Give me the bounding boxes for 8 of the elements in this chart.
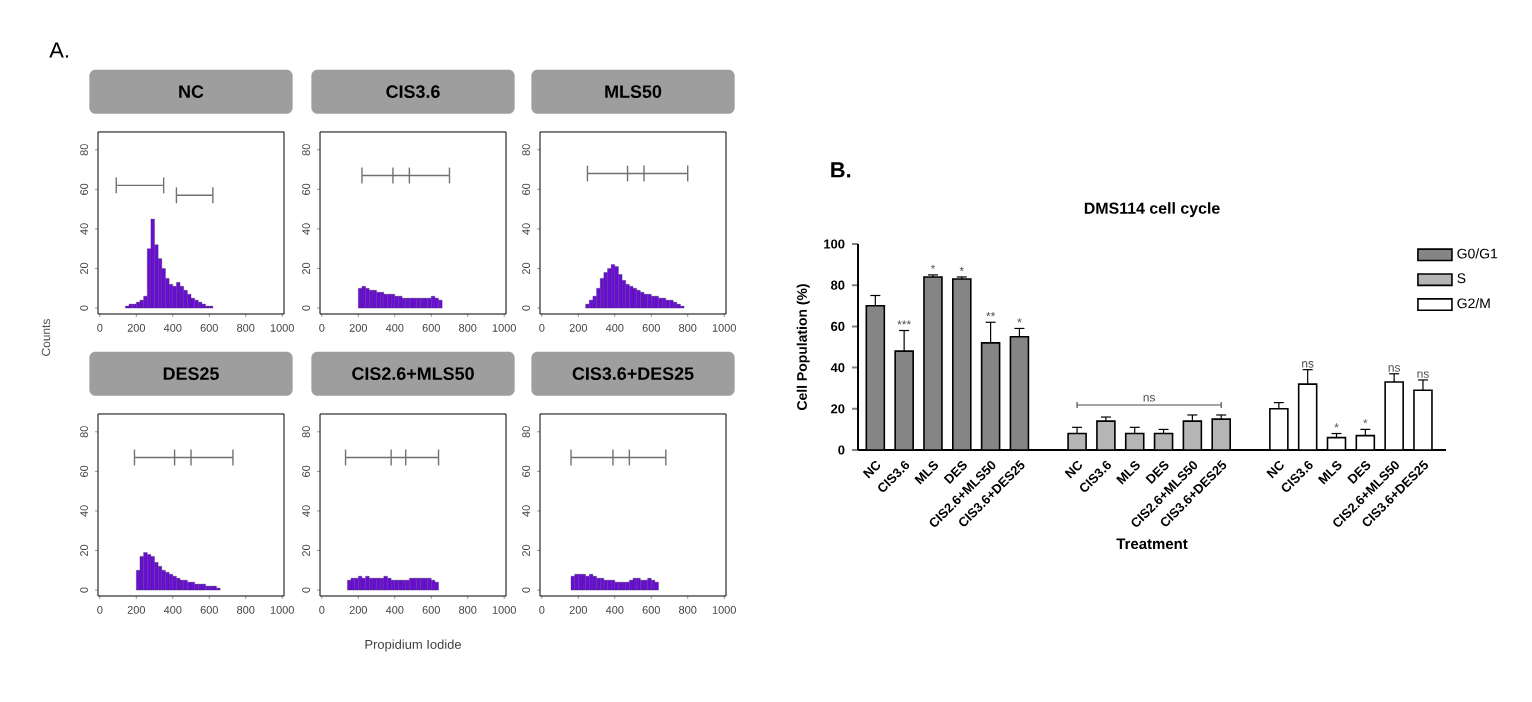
chart-title: MLS50 xyxy=(605,85,662,98)
chart-title: NC xyxy=(179,85,204,98)
text: A. xyxy=(49,42,68,58)
chart-title: CIS3.6 xyxy=(386,85,440,98)
chart-title: DES25 xyxy=(163,367,219,380)
text: B. xyxy=(831,162,851,178)
chart-title: CIS3.6+DES25 xyxy=(572,367,694,380)
chart-title: CIS2.6+MLS50 xyxy=(352,367,474,380)
